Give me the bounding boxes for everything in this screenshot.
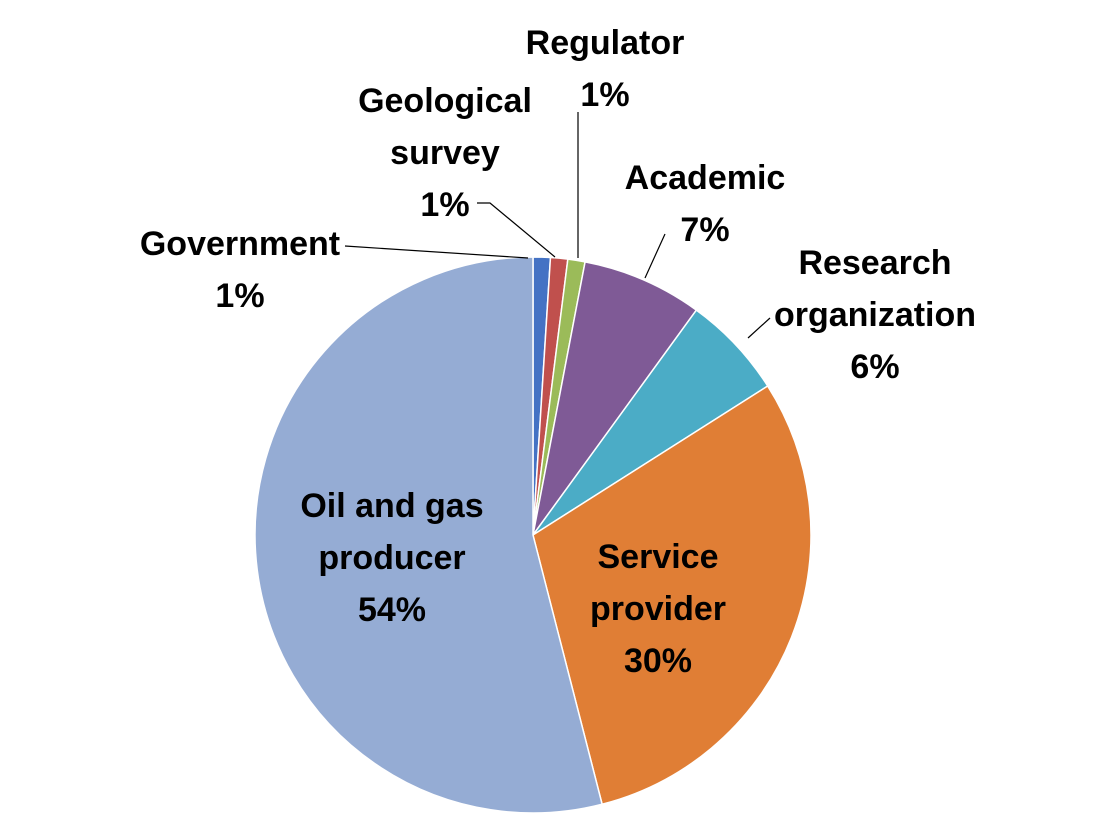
slice-percent-geological-survey: 1% (420, 186, 469, 224)
slice-percent-service-provider: 30% (624, 642, 692, 680)
slice-label-academic: Academic (625, 159, 786, 197)
pie-slice-oil-and-gas-producer (254, 256, 604, 814)
slice-label-geological-survey: Geological (358, 82, 532, 120)
pie-slice-service-provider (532, 385, 812, 806)
pie-slice-academic (532, 261, 698, 536)
slice-label-oil-and-gas-producer: Oil and gas (300, 487, 483, 525)
slice-percent-regulator: 1% (580, 76, 629, 114)
slice-labels: Government 1% Geological survey 1% Regulator 1… (140, 24, 976, 680)
slice-label-service-provider: provider (590, 590, 726, 628)
leader-line-academic (644, 233, 666, 279)
slice-label-service-provider: Service (598, 538, 719, 576)
slice-label-government: Government (140, 225, 340, 263)
slice-percent-academic: 7% (680, 211, 729, 249)
slice-percent-oil-and-gas-producer: 54% (358, 591, 426, 629)
leader-line-research-organization (747, 317, 771, 339)
slice-label-regulator: Regulator (526, 24, 685, 62)
slice-percent-government: 1% (215, 277, 264, 315)
leader-lines (344, 112, 771, 339)
leader-line-geological-survey (477, 202, 556, 258)
slice-label-oil-and-gas-producer: producer (318, 539, 465, 577)
pie-slices (254, 256, 812, 814)
slice-label-research-organization: Research (798, 244, 951, 282)
leader-line-government (344, 245, 529, 259)
slice-percent-research-organization: 6% (850, 348, 899, 386)
slice-label-research-organization: organization (774, 296, 976, 334)
slice-label-geological-survey: survey (390, 134, 500, 172)
